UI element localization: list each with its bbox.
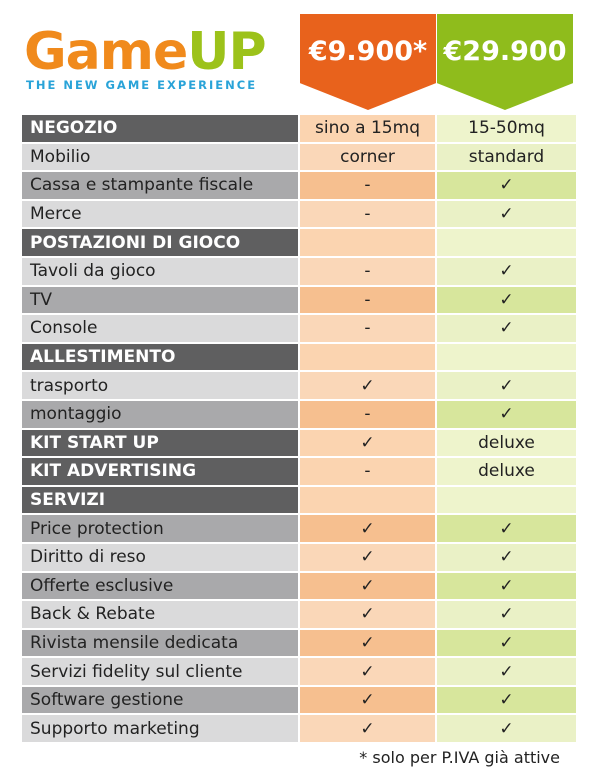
- row-label: Servizi fidelity sul cliente: [22, 658, 298, 685]
- table-row: Software gestione ✓ ✓: [22, 686, 576, 714]
- table-row: Cassa e stampante fiscale - ✓: [22, 172, 576, 199]
- plan-cell: ✓: [437, 315, 576, 342]
- plan-cell: 15-50mq: [437, 115, 576, 142]
- plan-cell: ✓: [437, 286, 576, 314]
- plan-cell: [300, 486, 435, 514]
- row-label: Price protection: [22, 515, 298, 542]
- plan-cell: -: [300, 458, 435, 485]
- plan-cell: standard: [437, 143, 576, 171]
- table-row: Mobilio corner standard: [22, 143, 576, 171]
- table-row: ALLESTIMENTO: [22, 343, 576, 371]
- row-label: Diritto di reso: [22, 543, 298, 571]
- logo: GameUP: [24, 22, 267, 82]
- plan-cell: ✓: [300, 629, 435, 657]
- row-label: Merce: [22, 200, 298, 228]
- table-row: Diritto di reso ✓ ✓: [22, 543, 576, 571]
- plan-cell: [437, 229, 576, 256]
- price: €9.900*: [300, 14, 436, 110]
- plan-cell: ✓: [437, 543, 576, 571]
- plan-cell: ✓: [300, 686, 435, 714]
- plan-cell: -: [300, 400, 435, 428]
- row-label: Tavoli da gioco: [22, 257, 298, 285]
- tagline: THE NEW GAME EXPERIENCE: [26, 78, 258, 92]
- section-label: NEGOZIO: [22, 115, 298, 142]
- plan-cell: ✓: [437, 715, 576, 743]
- row-label: Console: [22, 315, 298, 342]
- row-label: Rivista mensile dedicata: [22, 629, 298, 657]
- price: €29.900: [437, 14, 573, 110]
- plan-cell: ✓: [300, 572, 435, 600]
- footnote: * solo per P.IVA già attive: [359, 748, 560, 767]
- row-label: Cassa e stampante fiscale: [22, 172, 298, 199]
- table-row: Price protection ✓ ✓: [22, 515, 576, 542]
- plan-cell: ✓: [437, 601, 576, 628]
- plan-cell: ✓: [300, 372, 435, 399]
- table-row: Console - ✓: [22, 315, 576, 342]
- plan-cell: ✓: [437, 515, 576, 542]
- section-label: SERVIZI: [22, 486, 298, 514]
- table-row: NEGOZIO sino a 15mq 15-50mq: [22, 115, 576, 142]
- table-row: Servizi fidelity sul cliente ✓ ✓: [22, 658, 576, 685]
- row-label: Supporto marketing: [22, 715, 298, 743]
- plan-cell: ✓: [300, 601, 435, 628]
- table-row: Back & Rebate ✓ ✓: [22, 601, 576, 628]
- plan-cell: ✓: [300, 543, 435, 571]
- plan-cell: sino a 15mq: [300, 115, 435, 142]
- table-row: Tavoli da gioco - ✓: [22, 257, 576, 285]
- row-label: Software gestione: [22, 686, 298, 714]
- plan-cell: ✓: [437, 658, 576, 685]
- table-row: Supporto marketing ✓ ✓: [22, 715, 576, 743]
- plan-cell: -: [300, 172, 435, 199]
- plan-cell: -: [300, 286, 435, 314]
- row-label: Offerte esclusive: [22, 572, 298, 600]
- row-label: Mobilio: [22, 143, 298, 171]
- table-row: trasporto ✓ ✓: [22, 372, 576, 399]
- plan-cell: ✓: [300, 515, 435, 542]
- section-label: POSTAZIONI DI GIOCO: [22, 229, 298, 256]
- plan-cell: [300, 229, 435, 256]
- plan-cell: ✓: [437, 200, 576, 228]
- table-row: Offerte esclusive ✓ ✓: [22, 572, 576, 600]
- table-row: KIT ADVERTISING - deluxe: [22, 458, 576, 485]
- table-row: Merce - ✓: [22, 200, 576, 228]
- table-row: Rivista mensile dedicata ✓ ✓: [22, 629, 576, 657]
- plan-cell: [437, 343, 576, 371]
- plan-cell: ✓: [437, 629, 576, 657]
- logo-up: UP: [187, 22, 266, 82]
- row-label: Back & Rebate: [22, 601, 298, 628]
- plan-cell: [437, 486, 576, 514]
- row-label: TV: [22, 286, 298, 314]
- row-label: montaggio: [22, 400, 298, 428]
- table-row: TV - ✓: [22, 286, 576, 314]
- table-row: montaggio - ✓: [22, 400, 576, 428]
- plan-cell: [300, 343, 435, 371]
- section-label: KIT START UP: [22, 429, 298, 457]
- plan-cell: ✓: [437, 257, 576, 285]
- plan-cell: ✓: [300, 429, 435, 457]
- row-label: trasporto: [22, 372, 298, 399]
- plan-cell: deluxe: [437, 429, 576, 457]
- table-row: KIT START UP ✓ deluxe: [22, 429, 576, 457]
- section-label: KIT ADVERTISING: [22, 458, 298, 485]
- plan-cell: ✓: [437, 400, 576, 428]
- plan-cell: ✓: [437, 686, 576, 714]
- plan-cell: -: [300, 315, 435, 342]
- plan-cell: -: [300, 200, 435, 228]
- plan-cell: -: [300, 257, 435, 285]
- plan-cell: deluxe: [437, 458, 576, 485]
- plan-cell: ✓: [300, 658, 435, 685]
- table-row: SERVIZI: [22, 486, 576, 514]
- plan-cell: ✓: [437, 172, 576, 199]
- table-row: POSTAZIONI DI GIOCO: [22, 229, 576, 256]
- plan-cell: ✓: [437, 372, 576, 399]
- plan-cell: ✓: [437, 572, 576, 600]
- table: NEGOZIO sino a 15mq 15-50mq Mobilio corner st…: [22, 115, 576, 744]
- logo-game: Game: [24, 22, 188, 82]
- plan-cell: ✓: [300, 715, 435, 743]
- section-label: ALLESTIMENTO: [22, 343, 298, 371]
- plan-cell: corner: [300, 143, 435, 171]
